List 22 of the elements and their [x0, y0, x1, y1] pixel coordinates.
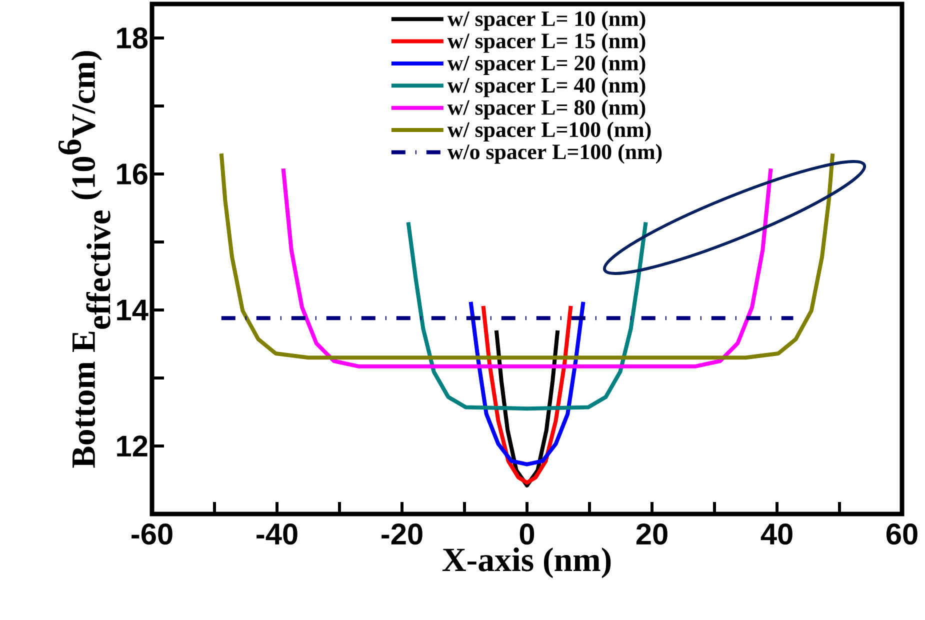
x-tick-label: 40: [760, 524, 792, 545]
x-tick-label: -20: [382, 524, 422, 545]
x-tick-label: -40: [256, 524, 298, 545]
legend-label: w/ spacer L=100 (nm): [447, 122, 651, 142]
legend-label: w/ spacer L= 40 (nm): [447, 77, 646, 98]
x-tick-label: -60: [132, 524, 172, 545]
legend-label: w/ spacer L= 10 (nm): [447, 10, 646, 31]
legend-label: w/o spacer L=100 (nm): [447, 144, 662, 164]
legend-label: w/ spacer L= 80 (nm): [447, 99, 646, 120]
line-series: [468, 300, 586, 466]
legend-label: w/ spacer L= 20 (nm): [447, 55, 646, 75]
y-tick-label: 14: [117, 300, 148, 320]
line-series: [406, 220, 648, 411]
y-axis-title: $\textbf{Bottom E}_{\textbf{effective}}\textbf{ (10}^{\textbf{6}}\textbf{V/cm)}$: [58, 51, 110, 468]
legend-label: w/ spacer L= 15 (nm): [447, 32, 646, 53]
y-tick-label: 12: [117, 436, 148, 456]
x-axis-title: X-axis (nm): [442, 548, 611, 578]
y-tick-label: 16: [117, 163, 148, 185]
x-tick-label: 20: [636, 524, 668, 545]
x-tick-label: 0: [520, 524, 534, 545]
x-tick-label: 60: [886, 524, 918, 545]
y-tick-label: 18: [117, 27, 148, 49]
